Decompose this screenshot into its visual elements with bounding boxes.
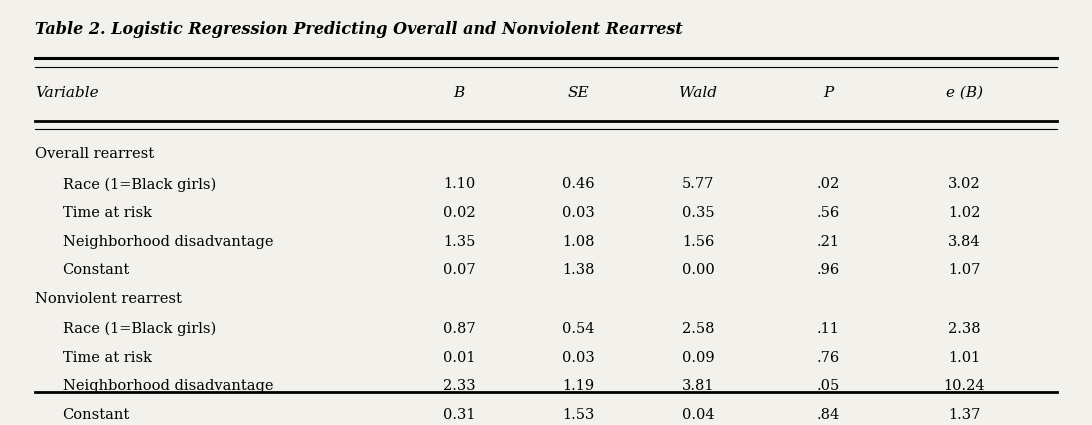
Text: .05: .05 [817, 379, 840, 393]
Text: 1.53: 1.53 [562, 408, 595, 422]
Text: Neighborhood disadvantage: Neighborhood disadvantage [62, 235, 273, 249]
Text: 0.07: 0.07 [442, 263, 475, 277]
Text: SE: SE [568, 86, 590, 100]
Text: Overall rearrest: Overall rearrest [35, 147, 154, 161]
Text: 1.56: 1.56 [681, 235, 714, 249]
Text: 0.03: 0.03 [562, 351, 595, 365]
Text: Race (1=Black girls): Race (1=Black girls) [62, 322, 216, 336]
Text: 0.87: 0.87 [442, 322, 475, 336]
Text: Nonviolent rearrest: Nonviolent rearrest [35, 292, 182, 306]
Text: Constant: Constant [62, 263, 130, 277]
Text: 1.08: 1.08 [562, 235, 595, 249]
Text: 0.35: 0.35 [681, 206, 714, 220]
Text: 1.02: 1.02 [948, 206, 981, 220]
Text: 0.54: 0.54 [562, 322, 595, 336]
Text: .76: .76 [817, 351, 840, 365]
Text: 0.02: 0.02 [442, 206, 475, 220]
Text: 5.77: 5.77 [681, 177, 714, 191]
Text: 1.19: 1.19 [562, 379, 595, 393]
Text: Wald: Wald [679, 86, 717, 100]
Text: e (B): e (B) [946, 86, 983, 100]
Text: 1.37: 1.37 [948, 408, 981, 422]
Text: 0.46: 0.46 [562, 177, 595, 191]
Text: 2.33: 2.33 [442, 379, 475, 393]
Text: Constant: Constant [62, 408, 130, 422]
Text: .02: .02 [817, 177, 840, 191]
Text: Race (1=Black girls): Race (1=Black girls) [62, 177, 216, 192]
Text: 0.31: 0.31 [443, 408, 475, 422]
Text: 3.02: 3.02 [948, 177, 981, 191]
Text: 1.35: 1.35 [443, 235, 475, 249]
Text: 0.01: 0.01 [443, 351, 475, 365]
Text: 1.07: 1.07 [948, 263, 981, 277]
Text: 0.00: 0.00 [681, 263, 714, 277]
Text: .96: .96 [817, 263, 840, 277]
Text: 3.81: 3.81 [681, 379, 714, 393]
Text: .11: .11 [817, 322, 840, 336]
Text: Table 2. Logistic Regression Predicting Overall and Nonviolent Rearrest: Table 2. Logistic Regression Predicting … [35, 21, 684, 38]
Text: Time at risk: Time at risk [62, 351, 152, 365]
Text: 0.09: 0.09 [681, 351, 714, 365]
Text: 1.38: 1.38 [562, 263, 595, 277]
Text: .84: .84 [817, 408, 840, 422]
Text: B: B [453, 86, 465, 100]
Text: 0.03: 0.03 [562, 206, 595, 220]
Text: 0.04: 0.04 [681, 408, 714, 422]
Text: 2.58: 2.58 [681, 322, 714, 336]
Text: .21: .21 [817, 235, 840, 249]
Text: Time at risk: Time at risk [62, 206, 152, 220]
Text: 1.01: 1.01 [948, 351, 981, 365]
Text: .56: .56 [817, 206, 840, 220]
Text: 2.38: 2.38 [948, 322, 981, 336]
Text: 10.24: 10.24 [943, 379, 985, 393]
Text: P: P [823, 86, 833, 100]
Text: Variable: Variable [35, 86, 99, 100]
Text: 3.84: 3.84 [948, 235, 981, 249]
Text: 1.10: 1.10 [443, 177, 475, 191]
Text: Neighborhood disadvantage: Neighborhood disadvantage [62, 379, 273, 393]
